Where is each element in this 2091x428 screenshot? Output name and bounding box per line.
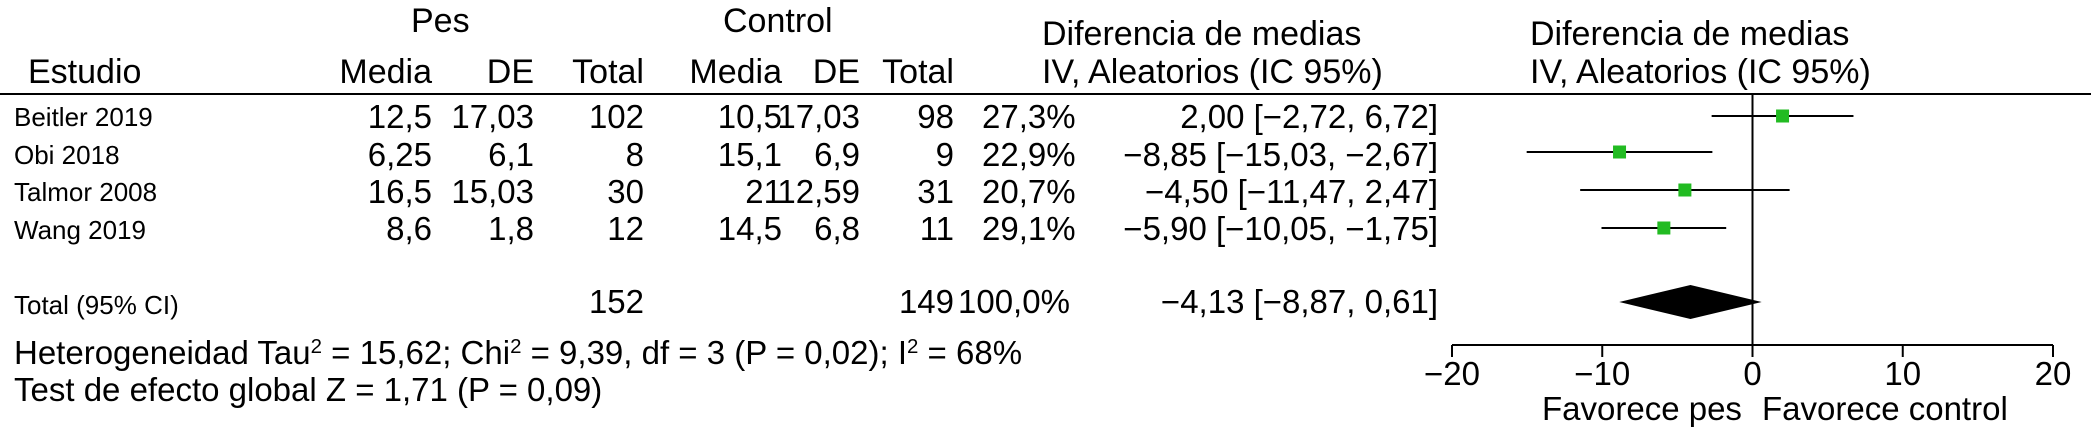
- x-tick-label-0: −20: [1424, 355, 1480, 392]
- x-tick-label-1: −10: [1574, 355, 1630, 392]
- pes-total: 12: [607, 210, 644, 247]
- pes-sd: 1,8: [488, 210, 534, 247]
- control-sd: 6,9: [814, 136, 860, 173]
- control-sd: 6,8: [814, 210, 860, 247]
- point-estimate-3: [1657, 221, 1671, 235]
- control-sd: 12,59: [777, 173, 860, 210]
- column-header-study: Estudio: [28, 53, 142, 91]
- ci-header-line1: Diferencia de medias: [1042, 15, 1362, 53]
- study-name: Wang 2019: [14, 215, 147, 245]
- point-estimate-1: [1613, 145, 1627, 159]
- column-header-pes-total: Total: [572, 53, 644, 91]
- overall-effect-text: Test de efecto global Z = 1,71 (P = 0,09…: [14, 371, 603, 408]
- ci-text: 2,00 [−2,72, 6,72]: [1180, 98, 1438, 135]
- pes-mean: 16,5: [367, 173, 432, 210]
- x-tick-label-4: 20: [2035, 355, 2072, 392]
- control-mean: 10,5: [717, 98, 782, 135]
- favours-left-label: Favorece pes: [1542, 390, 1742, 427]
- control-total-sum: 149: [898, 283, 954, 320]
- control-mean: 21: [745, 173, 782, 210]
- column-header-control-sd: DE: [812, 53, 860, 91]
- column-header-control-mean: Media: [689, 53, 782, 91]
- pes-mean: 8,6: [386, 210, 432, 247]
- favours-right-label: Favorece control: [1762, 390, 2008, 427]
- group-header-pes: Pes: [411, 2, 470, 40]
- point-estimate-2: [1678, 183, 1692, 197]
- total-ci-text: −4,13 [−8,87, 0,61]: [1160, 283, 1438, 320]
- column-header-pes-mean: Media: [339, 53, 432, 91]
- weight: 22,9%: [982, 136, 1076, 173]
- pes-sd: 15,03: [451, 173, 534, 210]
- weight: 20,7%: [982, 173, 1076, 210]
- pes-sd: 6,1: [488, 136, 534, 173]
- column-header-control-total: Total: [882, 53, 954, 91]
- x-tick-label-3: 10: [1884, 355, 1921, 392]
- column-header-pes-sd: DE: [486, 53, 534, 91]
- study-name: Talmor 2008: [14, 177, 158, 207]
- ci-text: −5,90 [−10,05, −1,75]: [1123, 210, 1438, 247]
- pes-mean: 6,25: [367, 136, 432, 173]
- weight: 29,1%: [982, 210, 1076, 247]
- plot-header-line2: IV, Aleatorios (IC 95%): [1530, 53, 1871, 91]
- pes-mean: 12,5: [367, 98, 432, 135]
- total-weight: 100,0%: [958, 283, 1070, 320]
- control-mean: 14,5: [717, 210, 782, 247]
- total-label: Total (95% CI): [14, 290, 179, 320]
- pes-total: 8: [625, 136, 644, 173]
- control-total: 31: [917, 173, 954, 210]
- pooled-diamond: [1619, 285, 1762, 319]
- plot-marks: −20 −10 0 10 20: [1424, 94, 2071, 392]
- control-total: 98: [917, 98, 954, 135]
- study-name: Beitler 2019: [14, 102, 153, 132]
- ci-text: −8,85 [−15,03, −2,67]: [1123, 136, 1438, 173]
- control-mean: 15,1: [717, 136, 782, 173]
- plot-header-line1: Diferencia de medias: [1530, 15, 1850, 53]
- control-sd: 17,03: [777, 98, 860, 135]
- ci-header-line2: IV, Aleatorios (IC 95%): [1042, 53, 1383, 91]
- weight: 27,3%: [982, 98, 1076, 135]
- pes-sd: 17,03: [451, 98, 534, 135]
- pes-total: 30: [607, 173, 644, 210]
- x-tick-label-2: 0: [1743, 355, 1761, 392]
- group-header-control: Control: [723, 2, 833, 40]
- pes-total: 102: [588, 98, 644, 135]
- ci-text: −4,50 [−11,47, 2,47]: [1145, 173, 1438, 210]
- control-total: 11: [919, 210, 954, 247]
- study-name: Obi 2018: [14, 140, 120, 170]
- control-total: 9: [935, 136, 954, 173]
- point-estimate-0: [1776, 109, 1790, 123]
- heterogeneity-text: Heterogeneidad Tau2 = 15,62; Chi2 = 9,39…: [14, 334, 1023, 371]
- pes-total-sum: 152: [588, 283, 644, 320]
